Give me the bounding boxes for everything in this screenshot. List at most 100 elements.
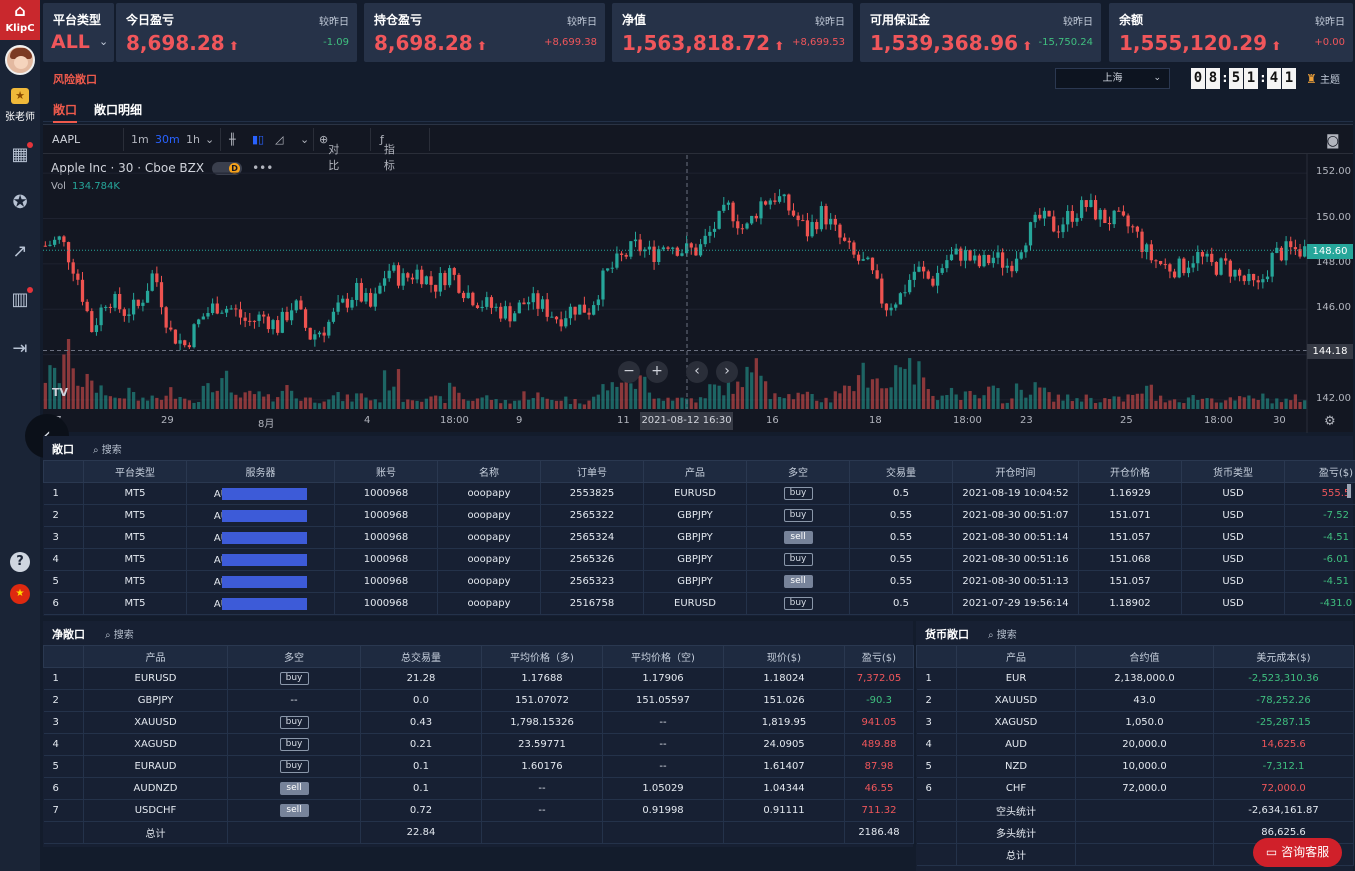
china-flag-icon[interactable]: ★ xyxy=(10,584,30,604)
table-row[interactable]: 4 AUD 20,000.0 14,625.6 xyxy=(916,733,1354,756)
column-header[interactable]: 多空 xyxy=(227,645,361,668)
column-header[interactable]: 开仓时间 xyxy=(952,460,1079,483)
dashboard-icon[interactable]: ▦ xyxy=(9,142,33,166)
column-header[interactable]: 产品 xyxy=(956,645,1076,668)
stat-label: 持仓盈亏 xyxy=(374,13,423,27)
summary-label: 空头统计 xyxy=(956,799,1076,822)
column-header[interactable]: 现价($) xyxy=(723,645,845,668)
price-chart[interactable]: AAPL 1m 30m 1h ⌄ ╫ ▮▯ ◿ ⌄ ⊕ 对比 ƒ 指标 ◙ Ap… xyxy=(43,124,1353,433)
stat-compare-label: 较昨日 xyxy=(567,17,597,28)
timezone-select[interactable]: 上海 ⌄ xyxy=(1055,68,1170,89)
column-header[interactable]: 盈亏($) xyxy=(1284,460,1355,483)
tab-exposure[interactable]: 敞口 xyxy=(53,101,78,123)
gear-icon[interactable]: ⚙ xyxy=(1324,414,1336,429)
table-row[interactable]: 3 XAUUSD buy 0.43 1,798.15326 -- 1,819.95 941.0… xyxy=(43,711,914,734)
column-header[interactable] xyxy=(43,645,84,668)
camera-icon[interactable]: ◙ xyxy=(1326,133,1340,149)
volume-bar xyxy=(113,397,117,409)
table-row[interactable]: 5 NZD 10,000.0 -7,312.1 xyxy=(916,755,1354,778)
search-button[interactable]: ⌕ 搜索 xyxy=(988,630,1017,641)
area-style-icon[interactable]: ◿ xyxy=(275,133,284,146)
compare-button[interactable]: ⊕ 对比 xyxy=(319,133,340,172)
volume-bar xyxy=(624,367,628,409)
volume-bar xyxy=(150,395,154,409)
table-row[interactable]: 7 USDCHF sell 0.72 -- 0.91998 0.91111 711.32 xyxy=(43,799,914,822)
customer-service-button[interactable]: ▭ 咨询客服 xyxy=(1253,838,1342,867)
zoom-in-button[interactable]: + xyxy=(646,361,668,383)
klipc-logo[interactable]: ⌂ KlipC xyxy=(0,0,40,40)
table-row[interactable]: 6 CHF 72,000.0 72,000.0 xyxy=(916,777,1354,800)
table-row[interactable]: 5 MT5 AU 1000968 ooopapy 2565323 GBPJPY sell 0.5… xyxy=(43,570,1355,593)
chevron-down-icon[interactable]: ⌄ xyxy=(205,133,215,146)
chart-plot[interactable] xyxy=(43,125,1353,433)
help-icon[interactable]: ? xyxy=(10,552,30,572)
search-button[interactable]: ⌕ 搜索 xyxy=(105,630,134,641)
column-header[interactable]: 订单号 xyxy=(540,460,644,483)
zoom-out-button[interactable]: − xyxy=(618,361,640,383)
table-row[interactable]: 2 XAUUSD 43.0 -78,252.26 xyxy=(916,689,1354,712)
table-row[interactable]: 1 MT5 AU 1000968 ooopapy 2553825 EURUSD buy 0.5 2… xyxy=(43,482,1355,505)
table-scrollbar[interactable] xyxy=(1347,484,1351,498)
interval-1h[interactable]: 1h xyxy=(186,133,200,146)
table-row[interactable]: 4 MT5 AU 1000968 ooopapy 2565326 GBPJPY buy 0.55… xyxy=(43,548,1355,571)
column-header[interactable]: 美元成本($) xyxy=(1213,645,1354,668)
stat-compare-label: 较昨日 xyxy=(1063,17,1093,28)
table-row[interactable]: 6 MT5 AU 1000968 ooopapy 2516758 EURUSD buy 0.5 2… xyxy=(43,592,1355,615)
column-header[interactable]: 货币类型 xyxy=(1181,460,1285,483)
column-header[interactable]: 平台类型 xyxy=(83,460,187,483)
indicators-button[interactable]: ƒ 指标 xyxy=(380,133,395,172)
column-header[interactable]: 合约值 xyxy=(1075,645,1214,668)
table-row[interactable]: 5 EURAUD buy 0.1 1.60176 -- 1.61407 87.98 xyxy=(43,755,914,778)
avatar[interactable] xyxy=(5,45,35,75)
scroll-right-button[interactable]: › xyxy=(716,361,738,383)
candle-style-icon[interactable]: ▮▯ xyxy=(252,133,265,146)
column-header[interactable]: 产品 xyxy=(83,645,228,668)
bar-style-icon[interactable]: ╫ xyxy=(229,133,236,146)
bar-chart-icon[interactable]: ▥ xyxy=(9,287,33,311)
volume-bar xyxy=(526,399,531,409)
volume-bar xyxy=(164,395,168,409)
interval-30m[interactable]: 30m xyxy=(155,133,180,146)
table-row[interactable]: 1 EUR 2,138,000.0 -2,523,310.36 xyxy=(916,667,1354,690)
award-icon[interactable]: ✪ xyxy=(12,192,28,213)
candle-body xyxy=(810,222,814,237)
symbol-search[interactable]: AAPL xyxy=(52,133,81,146)
chevron-down-icon[interactable]: ⌄ xyxy=(300,133,310,146)
trend-chart-icon[interactable]: ↗ xyxy=(12,241,28,262)
column-header[interactable]: 平均价格（空) xyxy=(602,645,724,668)
table-row[interactable]: 2 MT5 AU 1000968 ooopapy 2565322 GBPJPY buy 0.55… xyxy=(43,504,1355,527)
column-header[interactable] xyxy=(43,460,84,483)
theme-button[interactable]: ♜ 主题 xyxy=(1306,72,1340,86)
table-row[interactable]: 1 EURUSD buy 21.28 1.17688 1.17906 1.18024 7,37… xyxy=(43,667,914,690)
column-header[interactable]: 多空 xyxy=(746,460,850,483)
stat-free-margin: 可用保证金 较昨日 1,539,368.96 ⬆ -15,750.24 xyxy=(860,3,1101,62)
column-header[interactable]: 名称 xyxy=(437,460,541,483)
logout-icon[interactable]: ⇥ xyxy=(12,338,28,359)
interval-1m[interactable]: 1m xyxy=(131,133,149,146)
column-header[interactable]: 总交易量 xyxy=(360,645,482,668)
table-row[interactable]: 2 GBPJPY -- 0.0 151.07072 151.05597 151.026 -90… xyxy=(43,689,914,712)
column-header[interactable]: 平均价格（多) xyxy=(481,645,603,668)
table-row[interactable]: 6 AUDNZD sell 0.1 -- 1.05029 1.04344 46.55 xyxy=(43,777,914,800)
volume-bar xyxy=(513,400,517,409)
column-header[interactable]: 交易量 xyxy=(849,460,953,483)
column-header[interactable]: 服务器 xyxy=(186,460,335,483)
platform-select-value[interactable]: ALL xyxy=(51,31,90,53)
candle-body xyxy=(66,242,71,263)
search-button[interactable]: ⌕ 搜索 xyxy=(93,445,122,456)
table-row[interactable]: 3 XAGUSD 1,050.0 -25,287.15 xyxy=(916,711,1354,734)
tradingview-logo-icon[interactable]: TV xyxy=(52,386,69,399)
column-header[interactable]: 开仓价格 xyxy=(1078,460,1182,483)
table-row[interactable]: 3 MT5 AU 1000968 ooopapy 2565324 GBPJPY sell 0.5… xyxy=(43,526,1355,549)
table-row[interactable]: 4 XAGUSD buy 0.21 23.59771 -- 24.0905 489.88 xyxy=(43,733,914,756)
column-header[interactable]: 账号 xyxy=(334,460,438,483)
column-header[interactable]: 盈亏($) xyxy=(844,645,914,668)
column-header[interactable]: 产品 xyxy=(643,460,747,483)
tab-exposure-detail[interactable]: 敞口明细 xyxy=(94,103,143,117)
candle-body xyxy=(48,244,52,246)
stat-platform-type[interactable]: 平台类型 ALL ⌄ xyxy=(43,3,114,62)
scroll-left-button[interactable]: ‹ xyxy=(686,361,708,383)
column-header[interactable] xyxy=(916,645,957,668)
volume-bar xyxy=(810,394,814,409)
chevron-down-icon[interactable]: ⌄ xyxy=(99,35,109,48)
